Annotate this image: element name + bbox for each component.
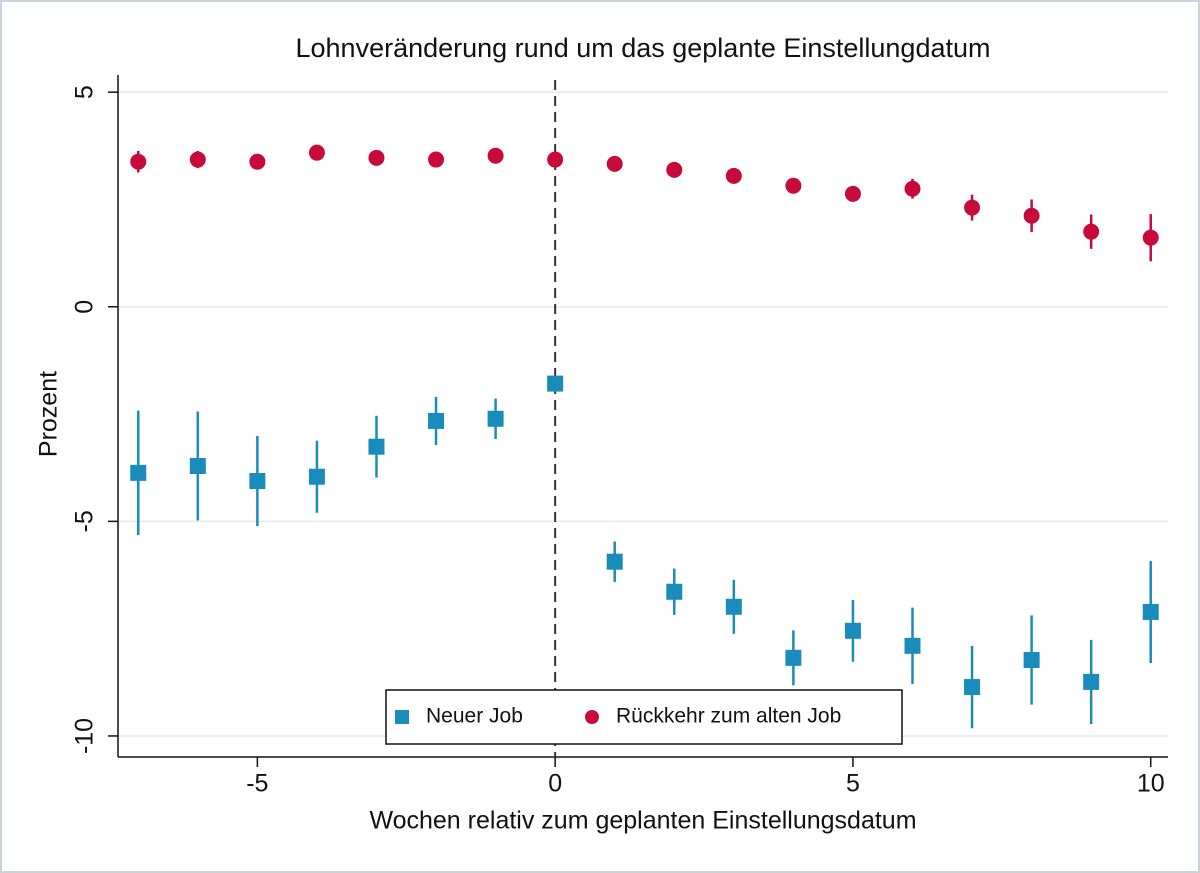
y-axis-title: Prozent xyxy=(35,371,63,457)
point xyxy=(844,185,861,202)
point xyxy=(308,144,325,161)
point xyxy=(1083,223,1100,240)
point xyxy=(785,177,802,194)
x-tick-label: 0 xyxy=(548,770,562,798)
point xyxy=(547,151,564,168)
point xyxy=(249,153,266,170)
point xyxy=(368,438,385,455)
y-tick-label: 5 xyxy=(71,85,99,99)
point xyxy=(1142,229,1159,246)
point xyxy=(308,468,325,485)
point xyxy=(547,375,564,392)
point xyxy=(487,147,504,164)
point xyxy=(428,412,445,429)
point xyxy=(1083,673,1100,690)
y-tick-label: -10 xyxy=(71,718,99,754)
point xyxy=(130,153,147,170)
x-tick-label: -5 xyxy=(246,770,268,798)
point xyxy=(964,199,981,216)
x-tick-label: 5 xyxy=(846,770,860,798)
y-tick-label: 0 xyxy=(71,300,99,314)
legend-marker xyxy=(585,710,599,724)
point xyxy=(725,598,742,615)
point xyxy=(428,151,445,168)
legend-label: Rückkehr zum alten Job xyxy=(616,705,841,728)
point xyxy=(189,151,206,168)
point xyxy=(368,149,385,166)
point xyxy=(189,458,206,475)
chart-title: Lohnveränderung rund um das geplante Ein… xyxy=(296,33,991,63)
point xyxy=(904,637,921,654)
point xyxy=(666,583,683,600)
point xyxy=(785,649,802,666)
point xyxy=(487,410,504,427)
point xyxy=(844,622,861,639)
y-tick-label: -5 xyxy=(71,510,99,532)
point xyxy=(725,167,742,184)
x-axis-title: Wochen relativ zum geplanten Einstellung… xyxy=(369,807,916,835)
point xyxy=(1023,652,1040,669)
legend-label: Neuer Job xyxy=(426,705,523,728)
point xyxy=(1142,603,1159,620)
x-tick-label: 10 xyxy=(1137,770,1165,798)
legend-marker xyxy=(395,710,409,724)
point xyxy=(1023,207,1040,224)
point xyxy=(249,473,266,490)
point xyxy=(904,180,921,197)
point xyxy=(606,155,623,172)
legend-box xyxy=(385,689,903,745)
point xyxy=(606,553,623,570)
point xyxy=(130,464,147,481)
point xyxy=(964,679,981,696)
point xyxy=(666,161,683,178)
